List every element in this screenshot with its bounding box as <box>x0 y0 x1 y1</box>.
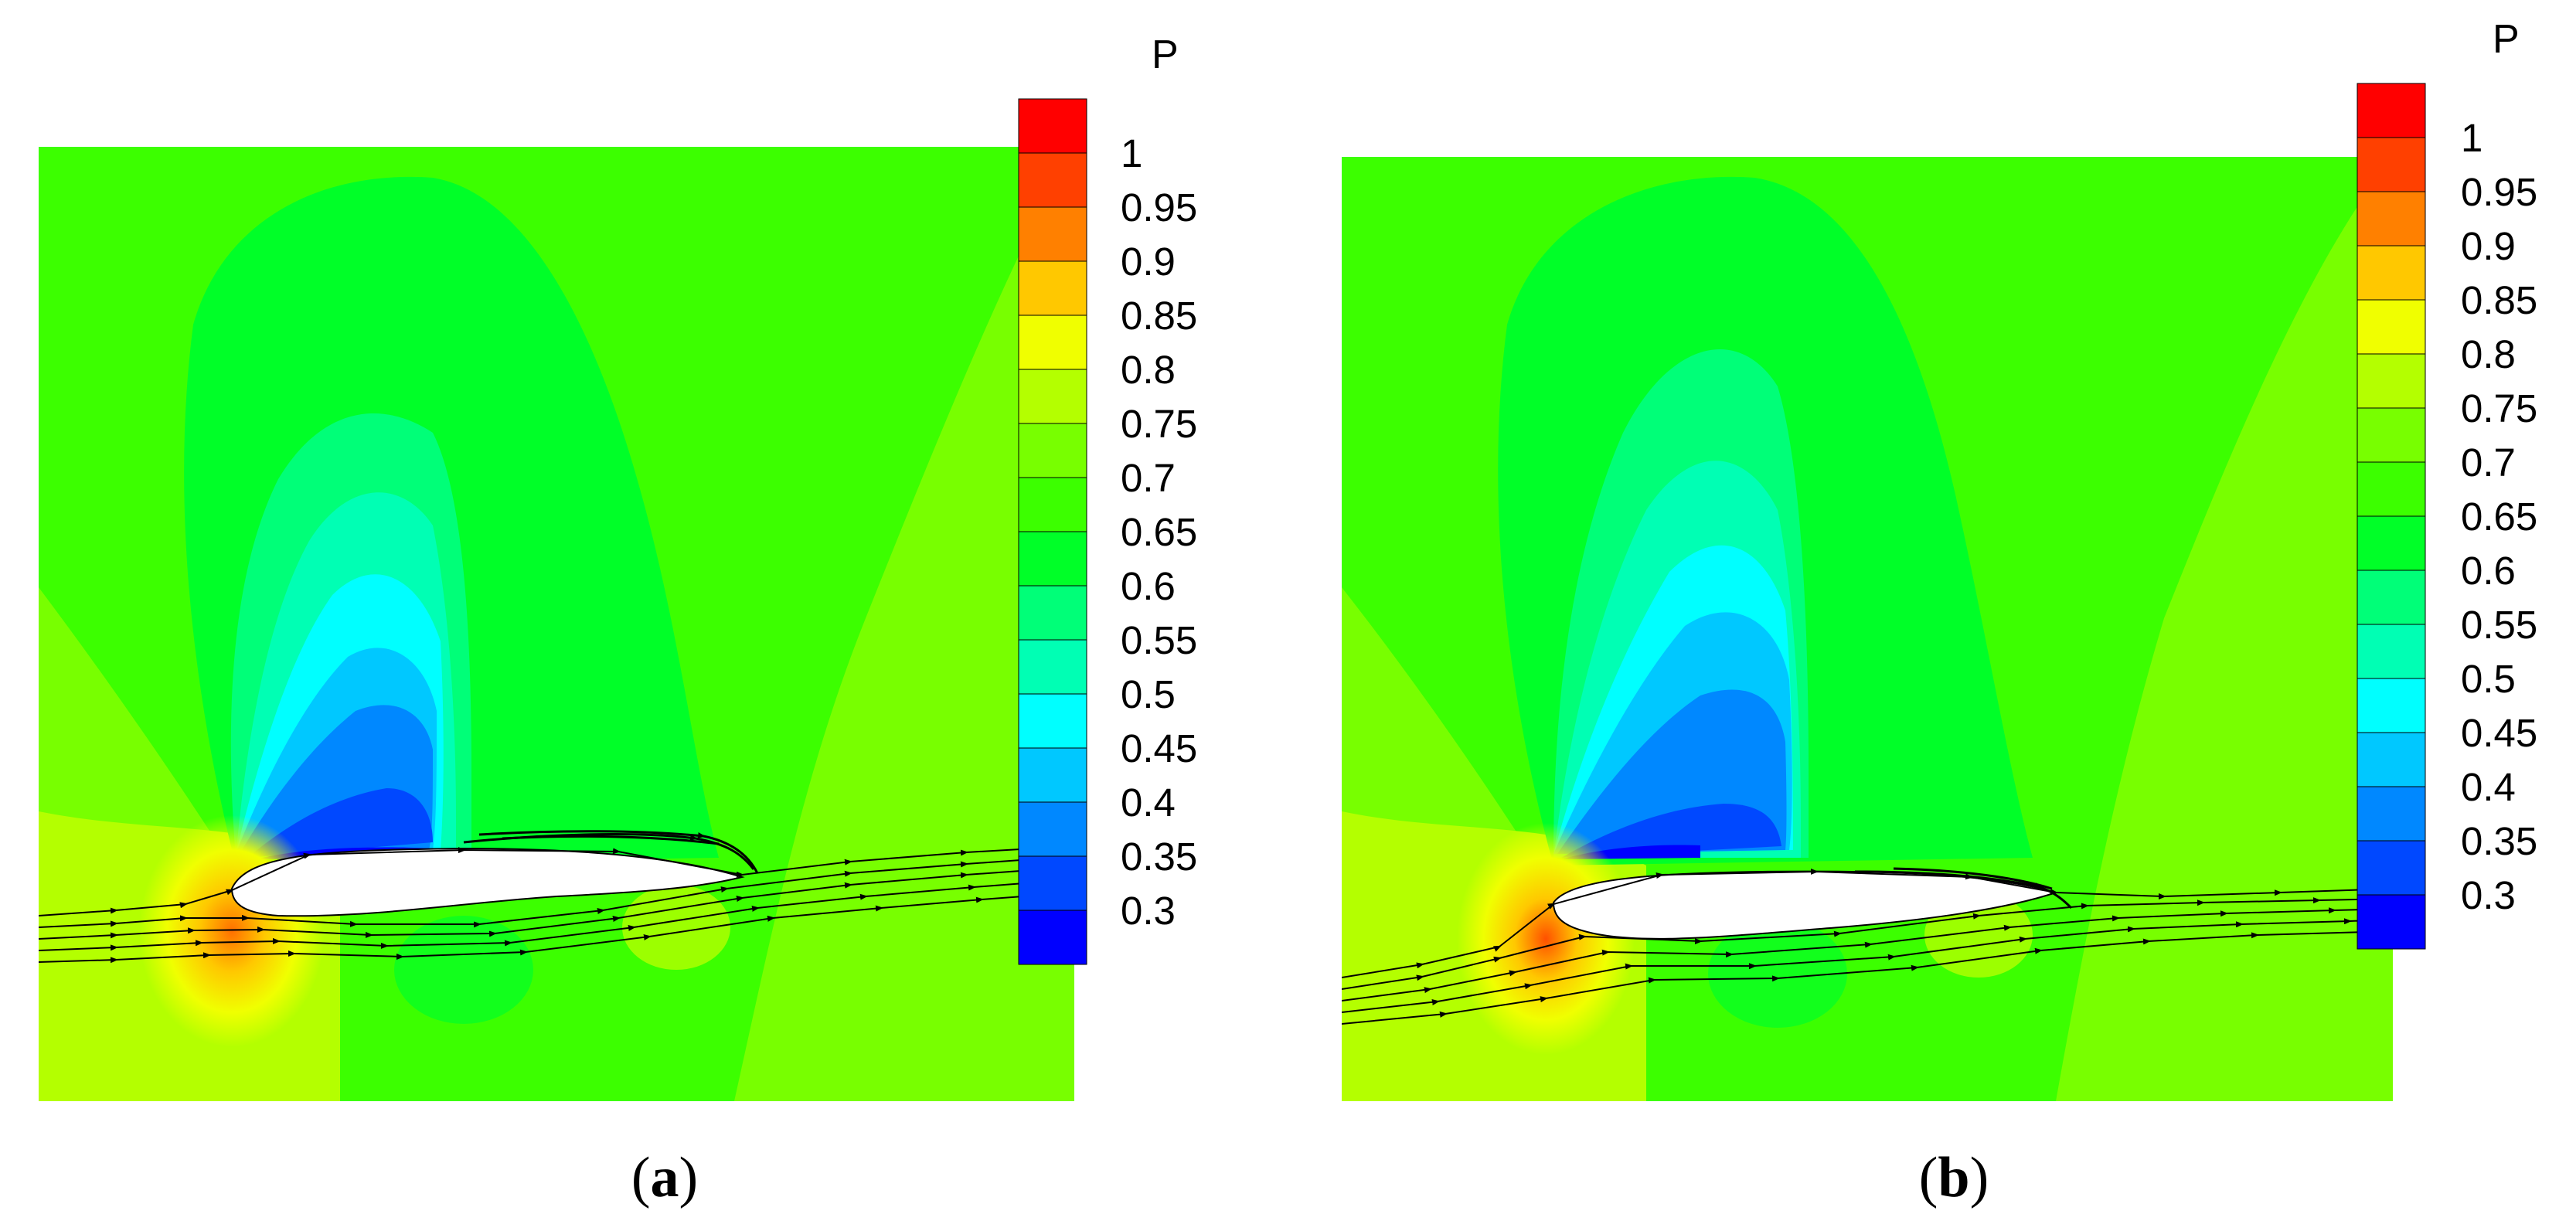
legend-tick-label: 0.55 <box>2461 603 2537 647</box>
pressure-contour-plot-b <box>1342 157 2393 1101</box>
legend-tick-label: 0.8 <box>1121 348 1176 392</box>
panel-a: P 1 0.95 0.9 0.85 0.8 0.75 0.7 0.65 0.6 0.55 0.5 0.… <box>39 32 1197 1209</box>
legend-title-a: P <box>1152 32 1179 77</box>
streamlines-b <box>1342 867 2393 1025</box>
colorbar-cell <box>2357 137 2426 192</box>
streamlines-a <box>39 830 1074 964</box>
legend-tick-label: 0.45 <box>2461 711 2537 755</box>
legend-tick-label: 0.75 <box>1121 402 1197 446</box>
colorbar-cell <box>1018 260 1087 316</box>
panel-caption-a: (a) <box>631 1146 698 1209</box>
legend-tick-label: 0.9 <box>1121 240 1176 284</box>
colorbar-cell <box>2357 894 2426 950</box>
legend-tick-label: 0.8 <box>2461 332 2516 376</box>
legend-tick-label: 0.85 <box>2461 278 2537 322</box>
panel-b: P 1 0.95 0.9 0.85 0.8 0.75 0.7 0.65 0.6 0.55 0.5 0.… <box>1342 17 2537 1209</box>
legend-tick-label: 0.95 <box>2461 170 2537 214</box>
colorbar-cell <box>2357 353 2426 409</box>
colorbar-cell <box>1018 477 1087 532</box>
colorbar-cell <box>2357 786 2426 842</box>
colorbar-cell <box>1018 315 1087 370</box>
colorbar-cell <box>2357 191 2426 247</box>
colorbar-cell <box>1018 423 1087 478</box>
colorbar-cell <box>2357 678 2426 733</box>
legend-tick-label: 1 <box>1121 131 1142 175</box>
contour-region <box>247 788 433 858</box>
legend-tick-label: 0.6 <box>2461 549 2516 593</box>
legend-tick-label: 0.5 <box>2461 657 2516 701</box>
colorbar-cell <box>2357 83 2426 138</box>
colorbar-cell <box>2357 245 2426 301</box>
colorbar-cell <box>1018 801 1087 857</box>
colorbar-cell <box>2357 407 2426 463</box>
stagnation-zone <box>1457 823 1635 1055</box>
colorbar-cell <box>2357 299 2426 355</box>
colorbar-cell <box>2357 570 2426 625</box>
legend-tick-label: 0.85 <box>1121 294 1197 338</box>
legend-tick-label: 0.45 <box>1121 726 1197 770</box>
legend-tick-label: 0.95 <box>1121 185 1197 230</box>
legend-tick-label: 0.9 <box>2461 224 2516 268</box>
colorbar-cell <box>1018 369 1087 424</box>
legend-ticks-b: 1 0.95 0.9 0.85 0.8 0.75 0.7 0.65 0.6 0.55 0.5 0.45… <box>2461 116 2537 917</box>
legend-tick-label: 0.6 <box>1121 564 1176 608</box>
colorbar-cell <box>1018 152 1087 208</box>
colorbar-cell <box>1018 910 1087 965</box>
colorbar-cell <box>2357 732 2426 787</box>
legend-tick-label: 0.55 <box>1121 618 1197 662</box>
colorbar-cell <box>2357 840 2426 896</box>
legend-tick-label: 0.65 <box>2461 495 2537 539</box>
panel-caption-b: (b) <box>1919 1146 1989 1209</box>
colorbar-cell <box>1018 693 1087 749</box>
colorbar-cell <box>1018 531 1087 587</box>
colorbar-cell <box>1018 98 1087 154</box>
legend-tick-label: 0.7 <box>2461 440 2516 485</box>
legend-tick-label: 0.75 <box>2461 386 2537 430</box>
contour-region <box>2056 157 2393 1101</box>
legend-tick-label: 1 <box>2461 116 2482 160</box>
legend-tick-label: 0.4 <box>2461 765 2516 809</box>
legend-tick-label: 0.7 <box>1121 456 1176 500</box>
legend-tick-label: 0.3 <box>1121 889 1176 933</box>
legend-ticks-a: 1 0.95 0.9 0.85 0.8 0.75 0.7 0.65 0.6 0.55 0.5 0.45… <box>1121 131 1197 933</box>
legend-tick-label: 0.5 <box>1121 672 1176 716</box>
colorbar-b <box>2357 83 2426 950</box>
legend-tick-label: 0.4 <box>1121 780 1176 825</box>
legend-tick-label: 0.3 <box>2461 873 2516 917</box>
colorbar-cell <box>1018 206 1087 262</box>
colorbar-cell <box>2357 624 2426 679</box>
colorbar-cell <box>2357 461 2426 517</box>
legend-tick-label: 0.35 <box>2461 819 2537 863</box>
colorbar-cell <box>1018 855 1087 911</box>
legend-tick-label: 0.65 <box>1121 510 1197 554</box>
colorbar-cell <box>1018 639 1087 695</box>
colorbar-cell <box>1018 747 1087 803</box>
legend-title-b: P <box>2493 17 2520 62</box>
colorbar-cell <box>2357 515 2426 571</box>
pressure-contour-plot-a <box>39 147 1074 1101</box>
colorbar-a <box>1018 98 1087 965</box>
colorbar-cell <box>1018 585 1087 641</box>
legend-tick-label: 0.35 <box>1121 835 1197 879</box>
contour-region <box>1561 804 1781 858</box>
